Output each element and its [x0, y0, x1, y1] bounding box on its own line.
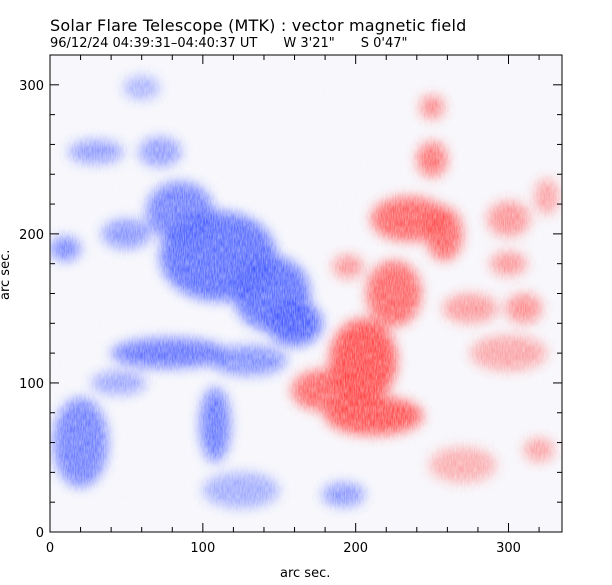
x-tick-label: 300 [496, 541, 521, 556]
y-tick-label: 100 [19, 377, 44, 392]
y-tick-label: 0 [36, 526, 44, 541]
x-tick-label: 0 [46, 541, 54, 556]
x-tick-label: 100 [190, 541, 215, 556]
latitude-offset: S 0'47" [360, 36, 408, 51]
chart-title: Solar Flare Telescope (MTK) : vector mag… [50, 16, 467, 35]
x-tick-label: 200 [343, 541, 368, 556]
longitude-offset: W 3'21" [283, 36, 335, 51]
x-axis-label: arc sec. [280, 566, 331, 581]
y-tick-label: 300 [19, 79, 44, 94]
chart-subtitle: 96/12/24 04:39:31–04:40:37 UT W 3'21" S 0'… [50, 36, 408, 51]
y-axis-label: arc sec. [0, 249, 13, 300]
plot-grain [50, 55, 562, 532]
axes: 0 100 200 300 0 100 200 300 [19, 54, 562, 556]
y-tick-label: 200 [19, 228, 44, 243]
observation-time: 96/12/24 04:39:31–04:40:37 UT [50, 36, 258, 51]
